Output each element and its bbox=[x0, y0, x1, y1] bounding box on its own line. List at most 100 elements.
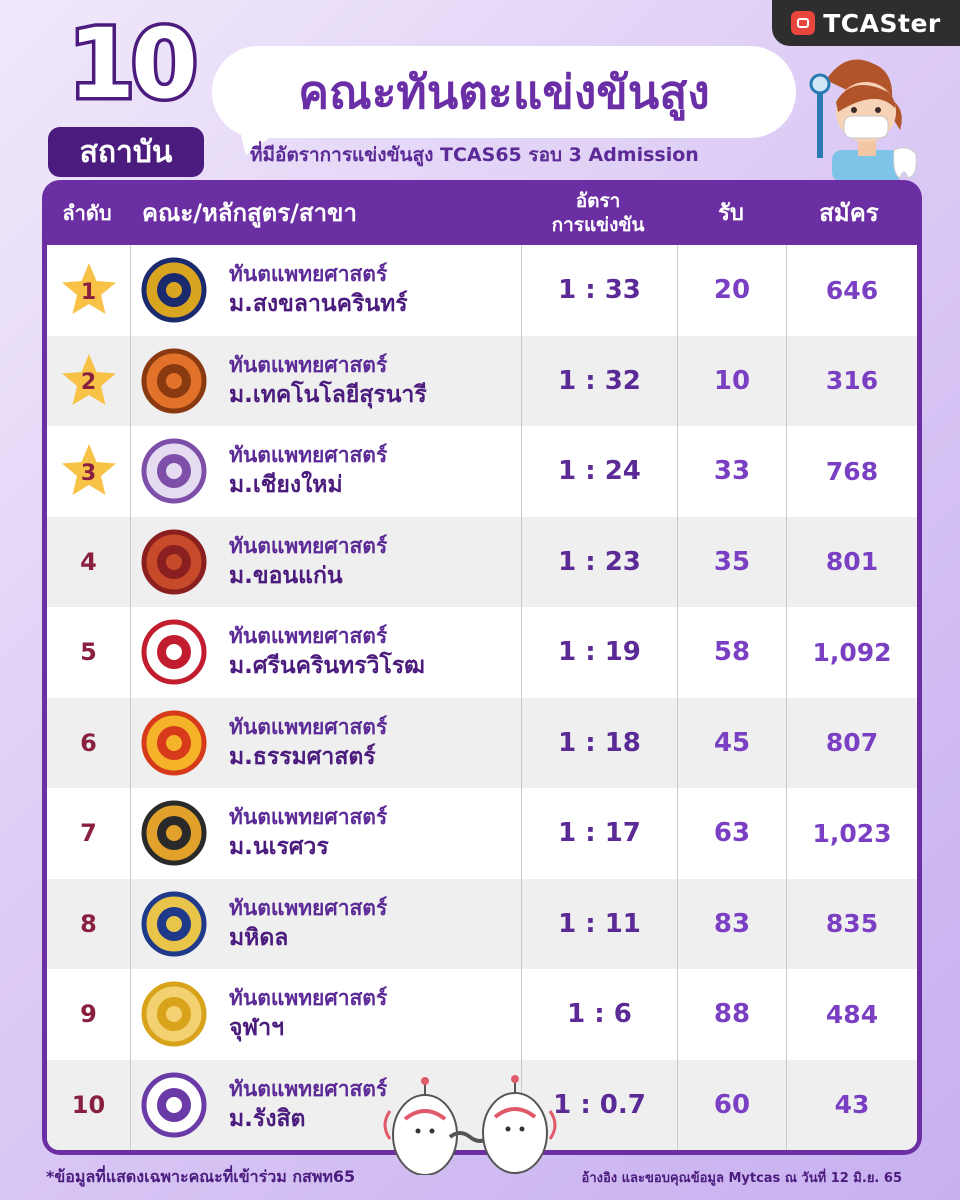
sut-logo bbox=[141, 348, 207, 413]
star-icon: 1 bbox=[58, 260, 120, 320]
rank-number: 6 bbox=[80, 728, 97, 757]
ratio-cell: 1 : 24 bbox=[558, 456, 641, 486]
table-row: 3 ทันตแพทยศาสตร์ม.เชียงใหม่ 1 : 24 33 768 bbox=[47, 426, 917, 516]
column-divider bbox=[786, 245, 787, 1150]
faculty-cell: ทันตแพทยศาสตร์ม.เชียงใหม่ bbox=[131, 426, 521, 516]
big-number: 10 bbox=[65, 5, 202, 124]
university-name: ม.ธรรมศาสตร์ bbox=[229, 743, 376, 770]
table-row: 4 ทันตแพทยศาสตร์ ม.ขอนแก่น 1 : 23 35 801 bbox=[47, 516, 917, 607]
applicants-cell: 801 bbox=[825, 547, 879, 576]
faculty-text: ทันตแพทยศาสตร์ มหิดล bbox=[229, 894, 387, 954]
column-divider bbox=[521, 245, 522, 1150]
rangsit-logo bbox=[141, 1072, 207, 1137]
institution-badge: สถาบัน bbox=[48, 127, 204, 177]
kku-logo bbox=[141, 529, 207, 594]
ratio-cell: 1 : 18 bbox=[558, 727, 641, 758]
faculty-text: ทันตแพทยศาสตร์ม.ศรีนครินทรวิโรฒ bbox=[229, 622, 425, 682]
faculty-text: ทันตแพทยศาสตร์ม.นเรศวร bbox=[229, 803, 387, 863]
data-credit: อ้างอิง และขอบคุณข้อมูล Mytcas ณ วันที่ … bbox=[581, 1171, 902, 1186]
seats-cell: 33 bbox=[713, 456, 751, 486]
swu-logo bbox=[141, 619, 207, 685]
rank-cell: 2 bbox=[47, 336, 130, 426]
rank-number: 5 bbox=[80, 638, 97, 666]
seats-cell: 60 bbox=[713, 1089, 751, 1120]
faculty-cell: ทันตแพทยศาสตร์ มหิดล bbox=[131, 879, 521, 969]
faculty-name: ทันตแพทยศาสตร์ bbox=[229, 443, 388, 467]
applicants-cell: 484 bbox=[825, 999, 879, 1029]
seats-cell: 35 bbox=[713, 546, 751, 577]
brand-name: TCASter bbox=[823, 8, 941, 38]
star-icon: 3 bbox=[58, 441, 120, 501]
table-row: 9 ทันตแพทยศาสตร์ จุฬาฯ 1 : 6 88 484 bbox=[47, 969, 917, 1059]
faculty-cell: ทันตแพทยศาสตร์ ม.รังสิต bbox=[131, 1060, 521, 1150]
university-name: ม.เชียงใหม่ bbox=[229, 472, 343, 498]
faculty-name: ทันตแพทยศาสตร์ bbox=[229, 262, 388, 286]
table-row: 7 ทันตแพทยศาสตร์ ม.นเรศวร 1 : 17 63 1,023 bbox=[47, 788, 917, 878]
university-name: มหิดล bbox=[229, 924, 289, 951]
rank-number: 1 bbox=[80, 279, 97, 305]
rank-cell: 8 bbox=[47, 879, 130, 969]
seats-cell: 20 bbox=[713, 275, 751, 305]
applicants-cell: 1,092 bbox=[812, 637, 892, 667]
rank-cell: 1 bbox=[47, 245, 130, 335]
title-bubble: คณะทันตะแข่งขันสูง bbox=[212, 46, 796, 138]
table-header: ลำดับ คณะ/หลักสูตร/สาขา อัตรา การแข่งขัน… bbox=[42, 180, 922, 245]
seats-cell: 58 bbox=[713, 637, 751, 667]
faculty-cell: ทันตแพทยศาสตร์ม.สงขลานครินทร์ bbox=[131, 245, 521, 335]
faculty-cell: ทันตแพทยศาสตร์ ม.เทคโนโลยีสุรนารี bbox=[131, 336, 521, 426]
page-subtitle: ที่มีอัตราการแข่งขันสูง TCAS65 รอบ 3 Adm… bbox=[250, 144, 699, 166]
mahidol-logo bbox=[141, 891, 207, 956]
tu-logo bbox=[141, 710, 207, 775]
faculty-text: ทันตแพทยศาสตร์ จุฬาฯ bbox=[229, 984, 387, 1044]
header-faculty: คณะ/หลักสูตร/สาขา bbox=[142, 199, 357, 227]
table-row: 5 ทันตแพทยศาสตร์ม.ศรีนครินทรวิโรฒ 1 : 19 58… bbox=[47, 607, 917, 697]
ratio-cell: 1 : 32 bbox=[558, 365, 641, 396]
university-name: ม.ขอนแก่น bbox=[229, 562, 343, 589]
nu-logo bbox=[141, 800, 207, 866]
university-name: ม.สงขลานครินทร์ bbox=[229, 291, 408, 317]
ratio-cell: 1 : 6 bbox=[567, 999, 632, 1029]
dentist-illustration bbox=[809, 59, 917, 182]
faculty-cell: ทันตแพทยศาสตร์ม.นเรศวร bbox=[131, 788, 521, 878]
faculty-text: ทันตแพทยศาสตร์ม.เชียงใหม่ bbox=[229, 441, 387, 501]
rank-cell: 5 bbox=[47, 607, 130, 697]
robot-mascots-illustration bbox=[383, 1075, 557, 1175]
ranking-table: ลำดับ คณะ/หลักสูตร/สาขา อัตรา การแข่งขัน… bbox=[42, 180, 922, 1155]
faculty-text: ทันตแพทยศาสตร์ ม.รังสิต bbox=[229, 1075, 387, 1135]
faculty-name: ทันตแพทยศาสตร์ bbox=[229, 714, 388, 739]
ratio-cell: 1 : 19 bbox=[558, 637, 641, 667]
table-row: 6 ทันตแพทยศาสตร์ม.ธรรมศาสตร์ 1 : 18 45 807 bbox=[47, 697, 917, 788]
header-seats: รับ bbox=[718, 201, 744, 226]
faculty-name: ทันตแพทยศาสตร์ bbox=[229, 805, 388, 829]
header-ratio-line2: การแข่งขัน bbox=[551, 213, 645, 236]
applicants-cell: 646 bbox=[825, 275, 879, 305]
rank-number: 8 bbox=[80, 909, 97, 938]
faculty-text: ทันตแพทยศาสตร์ม.ธรรมศาสตร์ bbox=[229, 713, 387, 773]
rank-cell: 10 bbox=[47, 1060, 130, 1150]
applicants-cell: 316 bbox=[825, 366, 879, 395]
table-body: 10 ทันตแพทยศาสตร์ ม.รังสิต 1 : 0.7 60 43 9 ทันต… bbox=[47, 245, 917, 1150]
rank-cell: 7 bbox=[47, 788, 130, 878]
rank-cell: 6 bbox=[47, 698, 130, 788]
footnote: *ข้อมูลที่แสดงเฉพาะคณะที่เข้าร่วม กสพท65 bbox=[46, 1167, 356, 1186]
faculty-name: ทันตแพทยศาสตร์ bbox=[229, 624, 388, 648]
ratio-cell: 1 : 0.7 bbox=[553, 1089, 646, 1120]
rank-number: 9 bbox=[80, 1000, 97, 1028]
rank-number: 10 bbox=[71, 1090, 106, 1119]
faculty-cell: ทันตแพทยศาสตร์ม.ขอนแก่น bbox=[131, 517, 521, 607]
university-name: ม.ศรีนครินทรวิโรฒ bbox=[229, 653, 425, 679]
applicants-cell: 807 bbox=[825, 728, 879, 757]
faculty-text: ทันตแพทยศาสตร์ม.ขอนแก่น bbox=[229, 532, 387, 592]
table-row: 2 ทันตแพทยศาสตร์ ม.เทคโนโลยีสุรนารี 1 : 32 1… bbox=[47, 335, 917, 426]
rank-cell: 3 bbox=[47, 426, 130, 516]
faculty-cell: ทันตแพทยศาสตร์ จุฬาฯ bbox=[131, 969, 521, 1059]
faculty-name: ทันตแพทยศาสตร์ bbox=[229, 533, 388, 558]
header-ratio: อัตรา การแข่งขัน bbox=[520, 180, 676, 245]
university-name: ม.เทคโนโลยีสุรนารี bbox=[229, 381, 427, 408]
university-name: ม.นเรศวร bbox=[229, 834, 329, 860]
seats-cell: 45 bbox=[713, 727, 751, 758]
column-divider bbox=[677, 245, 678, 1150]
faculty-text: ทันตแพทยศาสตร์ม.สงขลานครินทร์ bbox=[229, 260, 408, 320]
applicants-cell: 768 bbox=[825, 456, 879, 486]
rank-number: 3 bbox=[80, 460, 97, 486]
